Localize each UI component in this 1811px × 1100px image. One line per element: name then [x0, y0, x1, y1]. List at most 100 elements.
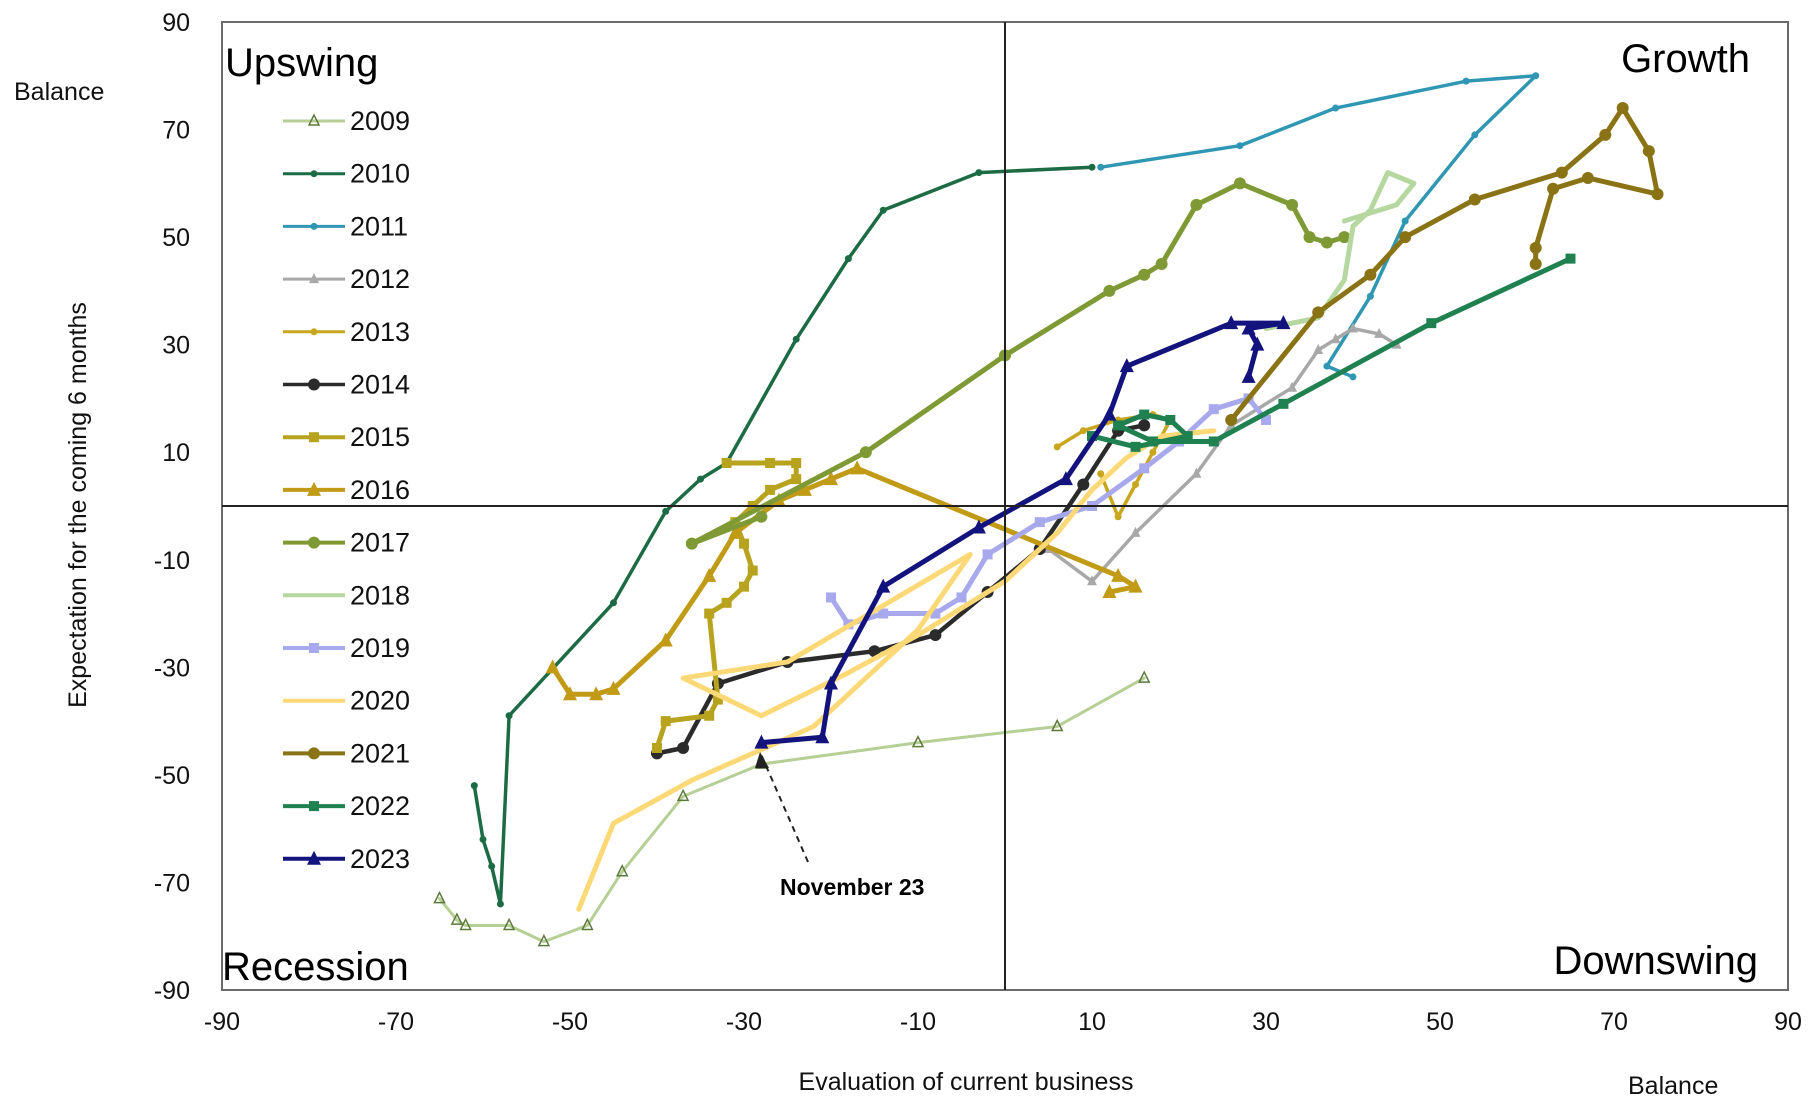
legend-marker: [310, 328, 318, 336]
x-tick-label: 10: [1078, 1008, 1106, 1036]
data-point-2017: [1303, 231, 1316, 244]
data-point-2013: [1097, 470, 1105, 478]
annotation: November 23: [755, 751, 924, 900]
legend-label: 2010: [350, 159, 410, 189]
data-point-2012: [1348, 322, 1358, 333]
data-point-2022: [1565, 253, 1576, 264]
data-point-2013: [1079, 427, 1087, 435]
data-point-2015: [704, 710, 715, 721]
data-point-2017: [1138, 268, 1151, 281]
x-tick-label: 50: [1426, 1008, 1454, 1036]
data-point-2011: [1349, 373, 1357, 381]
data-point-2015: [765, 457, 776, 468]
data-point-2009: [459, 917, 472, 931]
data-point-2019: [1034, 517, 1045, 528]
quadrant-label-recession: Recession: [222, 945, 409, 989]
legend-marker: [309, 432, 319, 443]
y-unit-label: Balance: [14, 78, 104, 106]
legend-label: 2016: [350, 475, 410, 505]
data-point-2010: [975, 169, 983, 177]
data-point-2016: [850, 460, 865, 475]
legend-label: 2018: [350, 580, 410, 610]
data-point-2016: [1102, 584, 1117, 599]
data-point-2023: [824, 675, 838, 690]
data-point-2021: [1581, 171, 1594, 184]
annotation-arrow: [759, 751, 809, 863]
data-point-2019: [1261, 414, 1271, 425]
data-point-2016: [1111, 567, 1126, 582]
data-point-2017: [1233, 177, 1246, 190]
x-tick-label: 70: [1600, 1008, 1628, 1036]
legend-label: 2022: [350, 791, 410, 821]
legend-marker: [309, 801, 319, 812]
data-point-2009: [433, 890, 446, 904]
data-point-2016: [728, 524, 743, 539]
data-point-2014: [929, 629, 942, 642]
x-tick-label: -70: [378, 1008, 414, 1036]
data-point-2011: [1236, 142, 1244, 150]
data-point-2011: [1323, 362, 1331, 370]
y-tick-labels: 90 70 50 30 10 -10 -30 -50 -70 -90: [154, 9, 190, 1005]
legend-label: 2017: [350, 528, 410, 558]
data-point-2019: [1208, 404, 1219, 415]
legend-label: 2009: [350, 106, 410, 136]
data-point-2019: [982, 549, 993, 560]
data-point-2016: [606, 680, 621, 695]
series-2012: [1043, 322, 1402, 586]
data-point-2010: [479, 835, 487, 843]
legend-marker: [310, 170, 318, 178]
x-tick-label: -90: [204, 1008, 240, 1036]
x-unit-label: Balance: [1628, 1072, 1718, 1100]
data-point-2011: [1471, 131, 1479, 139]
series-2010: [470, 163, 1096, 908]
data-point-2014: [1138, 419, 1151, 432]
data-point-2022: [1426, 318, 1437, 329]
data-point-2016: [797, 481, 812, 496]
data-point-2011: [1401, 217, 1409, 225]
data-point-2023: [1058, 471, 1073, 486]
data-point-2015: [739, 581, 749, 592]
data-point-2017: [1286, 198, 1299, 211]
data-point-2017: [1320, 236, 1333, 249]
series-2014: [651, 419, 1151, 760]
legend-item-2012: 2012: [283, 264, 410, 294]
y-axis-title: Expectation for the coming 6 months: [64, 302, 92, 708]
data-point-2017: [859, 446, 872, 459]
legend-item-2019: 2019: [283, 633, 410, 663]
series-line-2017: [689, 180, 1347, 547]
legend-marker: [309, 643, 319, 653]
data-point-2010: [879, 206, 887, 214]
data-point-2010: [697, 475, 704, 483]
data-point-2009: [502, 917, 516, 931]
y-tick-label: 30: [162, 332, 190, 360]
data-point-2009: [581, 917, 594, 931]
data-point-2009: [615, 864, 629, 877]
y-tick-label: 10: [162, 439, 190, 467]
data-point-2010: [470, 782, 478, 790]
data-point-2019: [878, 608, 889, 619]
y-tick-label: -30: [154, 654, 190, 682]
data-point-2019: [956, 592, 967, 603]
legend-item-2013: 2013: [283, 317, 410, 347]
data-point-2014: [677, 742, 690, 754]
legend-marker: [308, 747, 320, 760]
data-point-2016: [1128, 578, 1143, 593]
data-point-2016: [658, 632, 673, 647]
series-2009: [433, 670, 1151, 947]
data-point-2014: [1077, 478, 1090, 491]
data-point-2017: [1338, 231, 1351, 244]
y-tick-label: 70: [162, 117, 190, 145]
data-point-2015: [721, 597, 732, 608]
data-point-2015: [765, 484, 776, 495]
legend-item-2014: 2014: [283, 370, 410, 400]
legend-item-2021: 2021: [283, 738, 410, 768]
data-point-2022: [1147, 436, 1158, 447]
legend-item-2017: 2017: [283, 528, 410, 558]
data-point-2022: [1165, 414, 1176, 425]
data-point-2012: [1330, 333, 1341, 344]
series-layer: [433, 72, 1664, 947]
legend-marker: [307, 850, 321, 865]
x-tick-label: -30: [726, 1008, 762, 1036]
data-point-2017: [755, 510, 768, 523]
data-point-2016: [563, 686, 577, 701]
